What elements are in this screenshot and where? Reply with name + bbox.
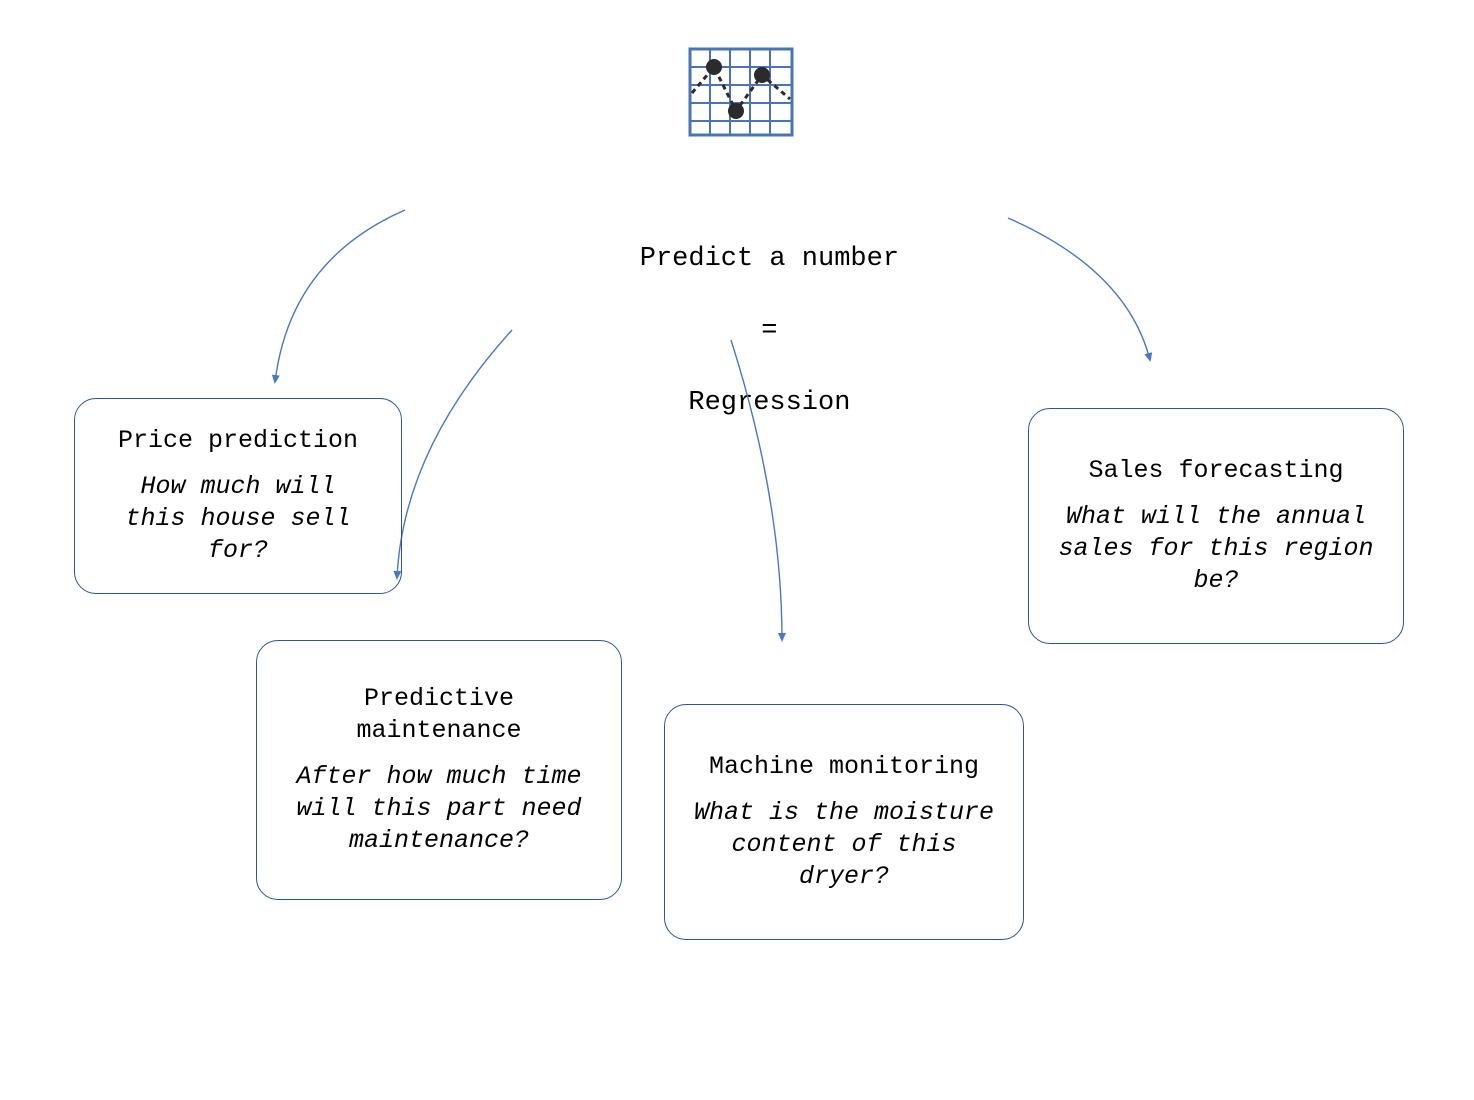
diagram-stage: Predict a number = Regression Price pred… — [0, 0, 1474, 1100]
card-price-question: How much willthis house sellfor? — [93, 471, 383, 567]
card-price-title: Price prediction — [93, 425, 383, 457]
scatter-grid-icon — [686, 45, 796, 139]
card-monitoring-title: Machine monitoring — [683, 751, 1005, 783]
card-maintenance-title: Predictivemaintenance — [275, 683, 603, 747]
card-sales-question: What will the annualsales for this regio… — [1047, 501, 1385, 597]
card-maintenance: Predictivemaintenance After how much tim… — [256, 640, 622, 900]
card-sales-title: Sales forecasting — [1047, 455, 1385, 487]
card-monitoring-question: What is the moisturecontent of thisdryer… — [683, 797, 1005, 893]
card-sales: Sales forecasting What will the annualsa… — [1028, 408, 1404, 644]
card-price: Price prediction How much willthis house… — [74, 398, 402, 594]
center-line1: Predict a number — [640, 244, 899, 274]
center-line2: = — [761, 316, 777, 346]
card-monitoring: Machine monitoring What is the moisturec… — [664, 704, 1024, 940]
card-maintenance-question: After how much timewill this part needma… — [275, 761, 603, 857]
center-line3: Regression — [688, 388, 850, 418]
